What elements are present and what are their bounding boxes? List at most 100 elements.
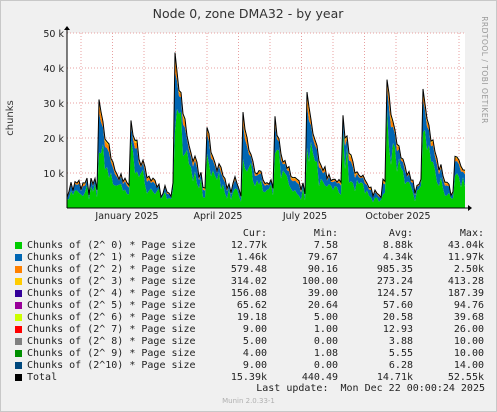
legend-name: Chunks of (2^10) * Page size (27, 360, 196, 371)
legend-swatch (15, 350, 22, 357)
legend-swatch (15, 254, 22, 261)
legend-avg: 4.34k (382, 252, 413, 263)
x-tick-label: October 2025 (365, 211, 430, 222)
legend-cur: 314.02 (230, 276, 267, 287)
legend-max: 10.00 (453, 336, 484, 347)
legend-avg: 985.35 (376, 264, 413, 275)
legend-cur: 65.62 (236, 300, 267, 311)
legend-avg: 14.71k (376, 372, 413, 383)
series-area (67, 109, 465, 208)
legend-avg: 8.88k (382, 240, 413, 251)
header-cur: Cur: (242, 228, 267, 239)
x-tick-label: April 2025 (194, 211, 243, 222)
legend-swatch (15, 266, 22, 273)
legend-row: Chunks of (2^ 3) * Page size 314.02 100.00… (0, 276, 497, 288)
y-axis-arrow (64, 26, 70, 30)
legend-row: Chunks of (2^ 4) * Page size 156.08 39.00 1… (0, 288, 497, 300)
legend-row: Total 15.39k 440.49 14.71k 52.55k (0, 372, 497, 384)
legend-max: 10.00 (453, 348, 484, 359)
legend-max: 39.68 (453, 312, 484, 323)
legend-min: 79.67 (307, 252, 338, 263)
legend-swatch (15, 302, 22, 309)
legend-row: Chunks of (2^ 1) * Page size 1.46k 79.67 4.… (0, 252, 497, 264)
legend-cur: 9.00 (242, 360, 267, 371)
legend-swatch (15, 326, 22, 333)
legend-swatch (15, 314, 22, 321)
chart-title: Node 0, zone DMA32 - by year (153, 6, 345, 21)
legend-avg: 5.55 (388, 348, 413, 359)
header-max: Max: (459, 228, 484, 239)
legend-avg: 57.60 (382, 300, 413, 311)
legend-cur: 1.46k (236, 252, 267, 263)
legend-name: Chunks of (2^ 5) * Page size (27, 300, 196, 311)
x-ticks: January 2025 April 2025 July 2025 October 2… (94, 211, 430, 222)
legend-swatch (15, 374, 22, 381)
legend-row: Chunks of (2^10) * Page size 9.00 0.00 6.28… (0, 360, 497, 372)
legend-min: 440.49 (301, 372, 338, 383)
legend-name: Chunks of (2^ 9) * Page size (27, 348, 196, 359)
legend-min: 0.00 (313, 360, 338, 371)
legend-cur: 15.39k (230, 372, 267, 383)
legend-cur: 579.48 (230, 264, 267, 275)
legend-name: Chunks of (2^ 6) * Page size (27, 312, 196, 323)
legend-avg: 273.24 (376, 276, 413, 287)
legend-max: 187.39 (447, 288, 484, 299)
legend-cur: 156.08 (230, 288, 267, 299)
legend-swatch (15, 362, 22, 369)
chart-area: Node 0, zone DMA32 - by year chunks RRDT… (5, 6, 489, 222)
y-tick-label: 40 k (43, 64, 64, 75)
legend-cur: 5.00 (242, 336, 267, 347)
legend-max: 94.76 (453, 300, 484, 311)
legend-name: Chunks of (2^ 3) * Page size (27, 276, 196, 287)
legend-min: 100.00 (301, 276, 338, 287)
x-tick-label: July 2025 (282, 211, 327, 222)
legend-name: Chunks of (2^ 0) * Page size (27, 240, 196, 251)
legend-min: 20.64 (307, 300, 338, 311)
legend-row: Chunks of (2^ 5) * Page size 65.62 20.64 57… (0, 300, 497, 312)
legend-max: 52.55k (447, 372, 484, 383)
y-axis-label: chunks (5, 100, 16, 136)
legend-name: Chunks of (2^ 8) * Page size (27, 336, 196, 347)
legend-cur: 19.18 (236, 312, 267, 323)
header-min: Min: (313, 228, 338, 239)
legend-max: 11.97k (447, 252, 484, 263)
legend-min: 1.08 (313, 348, 338, 359)
x-axis-arrow (468, 205, 472, 211)
legend-avg: 12.93 (382, 324, 413, 335)
legend-cur: 12.77k (230, 240, 267, 251)
header-avg: Avg: (388, 228, 413, 239)
legend-row: Chunks of (2^ 7) * Page size 9.00 1.00 12.9… (0, 324, 497, 336)
legend-min: 5.00 (313, 312, 338, 323)
legend-name: Chunks of (2^ 2) * Page size (27, 264, 196, 275)
legend-avg: 3.88 (388, 336, 413, 347)
legend-avg: 20.58 (382, 312, 413, 323)
legend-row: Chunks of (2^ 0) * Page size 12.77k 7.58 8.… (0, 240, 497, 252)
legend-name: Chunks of (2^ 4) * Page size (27, 288, 196, 299)
legend-name: Chunks of (2^ 7) * Page size (27, 324, 196, 335)
legend-row: Chunks of (2^ 2) * Page size 579.48 90.16 9… (0, 264, 497, 276)
legend-max: 26.00 (453, 324, 484, 335)
legend-header: Cur: Min: Avg: Max: (0, 228, 497, 240)
legend-swatch (15, 338, 22, 345)
legend-row: Chunks of (2^ 9) * Page size 4.00 1.08 5.55… (0, 348, 497, 360)
legend-min: 39.00 (307, 288, 338, 299)
legend-max: 2.50k (453, 264, 484, 275)
legend-avg: 124.57 (376, 288, 413, 299)
legend-max: 413.28 (447, 276, 484, 287)
legend-min: 90.16 (307, 264, 338, 275)
legend-max: 43.04k (447, 240, 484, 251)
legend-avg: 6.28 (388, 360, 413, 371)
x-tick-label: January 2025 (94, 211, 158, 222)
legend-cur: 4.00 (242, 348, 267, 359)
y-tick-label: 10 k (43, 169, 64, 180)
y-tick-label: 20 k (43, 134, 64, 145)
legend-max: 14.00 (453, 360, 484, 371)
data-areas (66, 52, 466, 208)
legend-swatch (15, 290, 22, 297)
legend-swatch (15, 278, 22, 285)
legend-name: Total (27, 372, 58, 383)
rrdtool-credit: RRDTOOL / TOBI OETIKER (480, 16, 489, 124)
legend-name: Chunks of (2^ 1) * Page size (27, 252, 196, 263)
legend-min: 7.58 (313, 240, 338, 251)
y-tick-label: 30 k (43, 99, 64, 110)
